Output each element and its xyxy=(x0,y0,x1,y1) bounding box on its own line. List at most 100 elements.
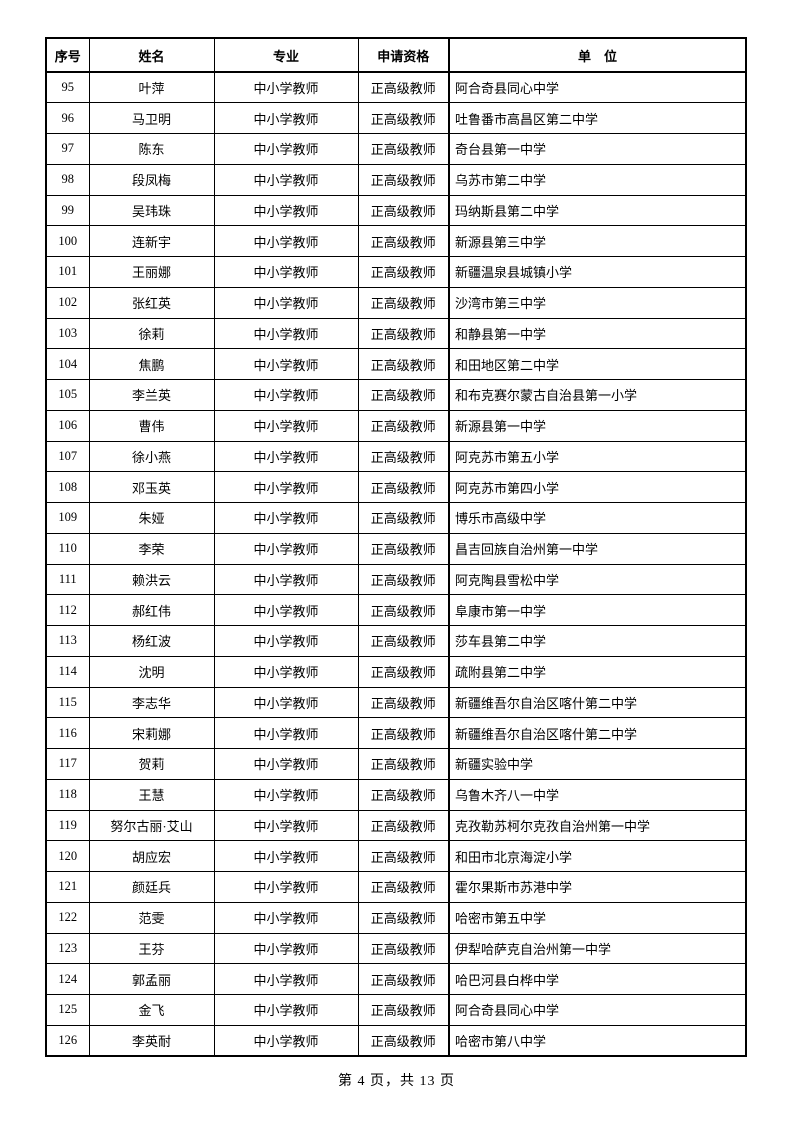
cell-major: 中小学教师 xyxy=(213,286,359,319)
cell-qualification: 正高级教师 xyxy=(357,563,450,596)
cell-unit: 乌鲁木齐八一中学 xyxy=(448,778,747,811)
cell-qualification: 正高级教师 xyxy=(357,932,450,965)
cell-name: 李荣 xyxy=(88,532,215,565)
cell-major: 中小学教师 xyxy=(213,901,359,934)
cell-qualification: 正高级教师 xyxy=(357,379,450,411)
cell-major: 中小学教师 xyxy=(213,963,359,995)
cell-major: 中小学教师 xyxy=(213,471,359,503)
cell-serial-number: 110 xyxy=(45,532,90,565)
cell-serial-number: 99 xyxy=(45,194,90,227)
table-row: 110 李荣 中小学教师 正高级教师 昌吉回族自治州第一中学 xyxy=(45,532,747,565)
cell-qualification: 正高级教师 xyxy=(357,163,450,196)
cell-unit: 哈密市第八中学 xyxy=(448,1024,747,1057)
cell-unit: 哈巴河县白桦中学 xyxy=(448,963,747,995)
cell-name: 李兰英 xyxy=(88,379,215,411)
cell-name: 宋莉娜 xyxy=(88,717,215,749)
cell-serial-number: 125 xyxy=(45,994,90,1026)
cell-name: 郝红伟 xyxy=(88,594,215,626)
cell-qualification: 正高级教师 xyxy=(357,840,450,872)
cell-major: 中小学教师 xyxy=(213,655,359,688)
cell-unit: 新疆维吾尔自治区喀什第二中学 xyxy=(448,717,747,749)
cell-unit: 哈密市第五中学 xyxy=(448,901,747,934)
cell-qualification: 正高级教师 xyxy=(357,317,450,350)
cell-serial-number: 111 xyxy=(45,563,90,596)
table-row: 123 王芬 中小学教师 正高级教师 伊犁哈萨克自治州第一中学 xyxy=(45,932,747,965)
cell-major: 中小学教师 xyxy=(213,778,359,811)
cell-name: 陈东 xyxy=(88,133,215,165)
cell-name: 李英耐 xyxy=(88,1024,215,1057)
cell-unit: 阿合奇县同心中学 xyxy=(448,994,747,1026)
cell-serial-number: 98 xyxy=(45,163,90,196)
cell-qualification: 正高级教师 xyxy=(357,748,450,780)
cell-major: 中小学教师 xyxy=(213,932,359,965)
cell-unit: 莎车县第二中学 xyxy=(448,625,747,657)
cell-name: 叶萍 xyxy=(88,71,215,104)
table-row: 117 贺莉 中小学教师 正高级教师 新疆实验中学 xyxy=(45,748,747,780)
table-row: 105 李兰英 中小学教师 正高级教师 和布克赛尔蒙古自治县第一小学 xyxy=(45,379,747,411)
cell-serial-number: 112 xyxy=(45,594,90,626)
cell-name: 王慧 xyxy=(88,778,215,811)
cell-qualification: 正高级教师 xyxy=(357,532,450,565)
page-footer: 第 4 页，共 13 页 xyxy=(338,1074,455,1089)
table-row: 104 焦鹏 中小学教师 正高级教师 和田地区第二中学 xyxy=(45,348,747,380)
cell-unit: 吐鲁番市高昌区第二中学 xyxy=(448,102,747,134)
cell-name: 郭孟丽 xyxy=(88,963,215,995)
cell-unit: 奇台县第一中学 xyxy=(448,133,747,165)
cell-major: 中小学教师 xyxy=(213,409,359,442)
cell-name: 金飞 xyxy=(88,994,215,1026)
cell-serial-number: 120 xyxy=(45,840,90,872)
cell-major: 中小学教师 xyxy=(213,225,359,257)
cell-name: 焦鹏 xyxy=(88,348,215,380)
table-row: 114 沈明 中小学教师 正高级教师 疏附县第二中学 xyxy=(45,655,747,688)
table-row: 126 李英耐 中小学教师 正高级教师 哈密市第八中学 xyxy=(45,1024,747,1057)
cell-serial-number: 122 xyxy=(45,901,90,934)
table-row: 122 范雯 中小学教师 正高级教师 哈密市第五中学 xyxy=(45,901,747,934)
cell-serial-number: 119 xyxy=(45,809,90,842)
cell-major: 中小学教师 xyxy=(213,871,359,903)
table-row: 95 叶萍 中小学教师 正高级教师 阿合奇县同心中学 xyxy=(45,71,747,104)
cell-qualification: 正高级教师 xyxy=(357,963,450,995)
cell-serial-number: 95 xyxy=(45,71,90,104)
table-row: 125 金飞 中小学教师 正高级教师 阿合奇县同心中学 xyxy=(45,994,747,1026)
cell-unit: 阜康市第一中学 xyxy=(448,594,747,626)
cell-major: 中小学教师 xyxy=(213,686,359,719)
cell-major: 中小学教师 xyxy=(213,502,359,534)
cell-qualification: 正高级教师 xyxy=(357,409,450,442)
cell-qualification: 正高级教师 xyxy=(357,194,450,227)
cell-unit: 阿合奇县同心中学 xyxy=(448,71,747,104)
table-row: 102 张红英 中小学教师 正高级教师 沙湾市第三中学 xyxy=(45,286,747,319)
table-row: 106 曹伟 中小学教师 正高级教师 新源县第一中学 xyxy=(45,409,747,442)
column-header-name: 姓名 xyxy=(88,37,215,73)
cell-name: 曹伟 xyxy=(88,409,215,442)
cell-serial-number: 106 xyxy=(45,409,90,442)
table-row: 96 马卫明 中小学教师 正高级教师 吐鲁番市高昌区第二中学 xyxy=(45,102,747,134)
table-row: 111 赖洪云 中小学教师 正高级教师 阿克陶县雪松中学 xyxy=(45,563,747,596)
cell-qualification: 正高级教师 xyxy=(357,901,450,934)
cell-name: 李志华 xyxy=(88,686,215,719)
cell-major: 中小学教师 xyxy=(213,563,359,596)
column-header-unit: 单 位 xyxy=(448,37,747,73)
table-row: 112 郝红伟 中小学教师 正高级教师 阜康市第一中学 xyxy=(45,594,747,626)
table-row: 113 杨红波 中小学教师 正高级教师 莎车县第二中学 xyxy=(45,625,747,657)
cell-name: 贺莉 xyxy=(88,748,215,780)
table-row: 99 吴玮珠 中小学教师 正高级教师 玛纳斯县第二中学 xyxy=(45,194,747,227)
cell-qualification: 正高级教师 xyxy=(357,502,450,534)
cell-major: 中小学教师 xyxy=(213,1024,359,1057)
cell-serial-number: 116 xyxy=(45,717,90,749)
cell-major: 中小学教师 xyxy=(213,809,359,842)
table-body: 95 叶萍 中小学教师 正高级教师 阿合奇县同心中学 96 马卫明 中小学教师 … xyxy=(45,71,747,1057)
cell-name: 徐莉 xyxy=(88,317,215,350)
cell-serial-number: 117 xyxy=(45,748,90,780)
cell-name: 吴玮珠 xyxy=(88,194,215,227)
cell-name: 张红英 xyxy=(88,286,215,319)
cell-serial-number: 115 xyxy=(45,686,90,719)
cell-major: 中小学教师 xyxy=(213,317,359,350)
cell-qualification: 正高级教师 xyxy=(357,809,450,842)
table-row: 101 王丽娜 中小学教师 正高级教师 新疆温泉县城镇小学 xyxy=(45,256,747,288)
cell-name: 赖洪云 xyxy=(88,563,215,596)
cell-qualification: 正高级教师 xyxy=(357,994,450,1026)
table-row: 119 努尔古丽·艾山 中小学教师 正高级教师 克孜勒苏柯尔克孜自治州第一中学 xyxy=(45,809,747,842)
cell-qualification: 正高级教师 xyxy=(357,625,450,657)
table-row: 108 邓玉英 中小学教师 正高级教师 阿克苏市第四小学 xyxy=(45,471,747,503)
